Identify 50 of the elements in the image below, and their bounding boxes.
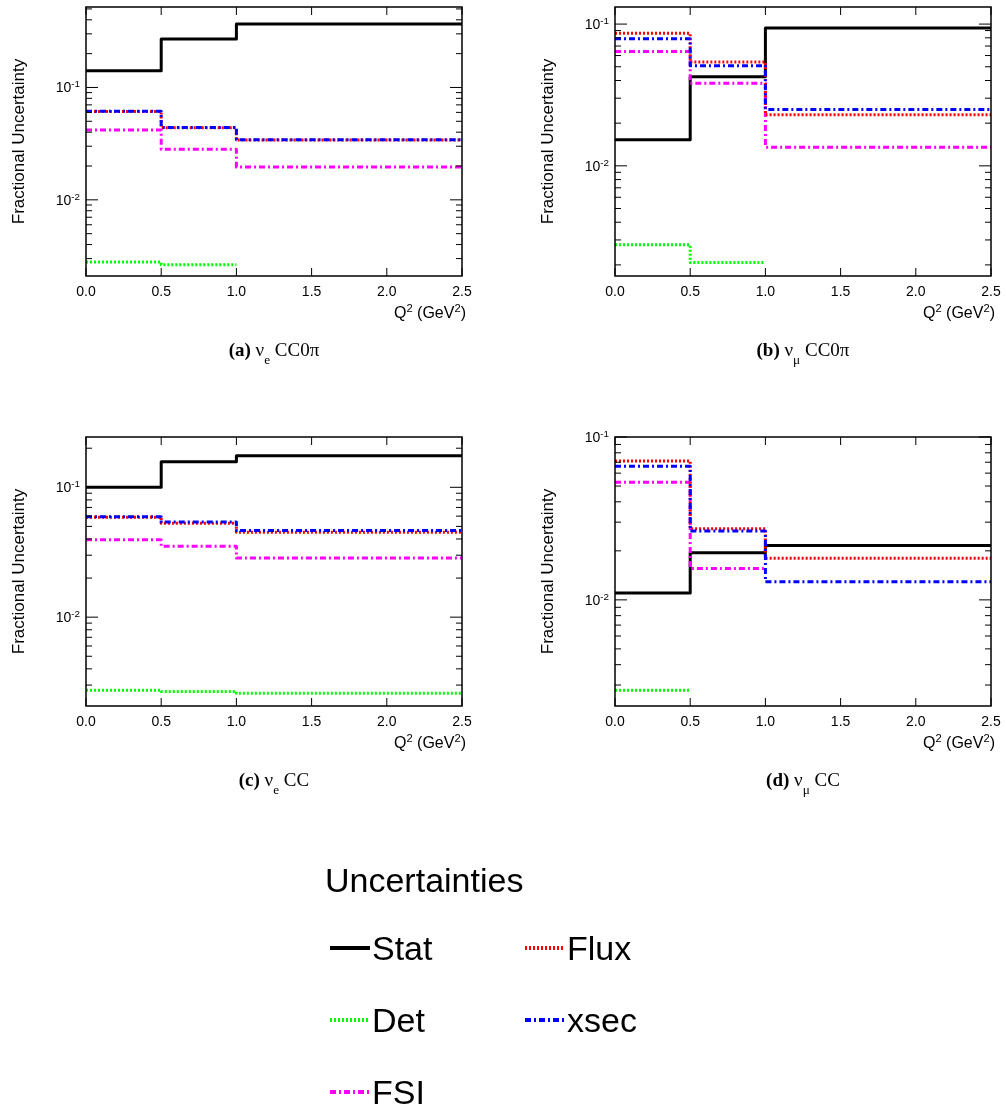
x-tick-label: 0.5 bbox=[680, 713, 701, 729]
x-tick-label: 2.0 bbox=[906, 283, 926, 299]
x-tick-label: 0.0 bbox=[605, 283, 625, 299]
legend-label: Flux bbox=[567, 929, 632, 967]
x-tick-label: 1.5 bbox=[830, 713, 851, 729]
y-tick-label: 10$^{-1}$ bbox=[55, 77, 80, 96]
y-tick-label: 10$^{-1}$ bbox=[584, 427, 609, 445]
x-tick-label: 0.5 bbox=[151, 713, 172, 729]
y-tick-label: 10$^{-1}$ bbox=[55, 477, 80, 496]
y-tick-label: 10$^{-2}$ bbox=[584, 156, 609, 174]
text: (d) ν$_{μ}$ CC bbox=[766, 769, 840, 797]
x-tick-label: 1.5 bbox=[830, 283, 851, 299]
y-axis-title: Fractional Uncertainty bbox=[538, 58, 557, 225]
text: (a) ν$_{e}$ CC0π bbox=[228, 339, 320, 367]
y-tick-label: 10$^{-2}$ bbox=[584, 590, 609, 608]
y-axis-title: Fractional Uncertainty bbox=[9, 488, 28, 655]
x-tick-label: 2.5 bbox=[981, 713, 1001, 729]
legend-label: Stat bbox=[372, 929, 434, 967]
y-tick-label: 10$^{-2}$ bbox=[55, 607, 80, 626]
legend-label: Det bbox=[372, 1001, 426, 1039]
x-tick-label: 1.0 bbox=[755, 713, 776, 729]
x-tick-label: 1.0 bbox=[226, 713, 247, 729]
y-tick-label: 10$^{-1}$ bbox=[584, 14, 609, 33]
x-axis-title: Q$^{2}$ (GeV$^{2}$) bbox=[393, 732, 466, 751]
x-tick-label: 1.0 bbox=[226, 283, 247, 299]
legend-label: xsec bbox=[567, 1001, 637, 1039]
x-axis-title: Q$^{2}$ (GeV$^{2}$) bbox=[393, 302, 466, 321]
x-tick-label: 0.0 bbox=[605, 713, 625, 729]
x-axis-title: Q$^{2}$ (GeV$^{2}$) bbox=[922, 302, 995, 321]
x-tick-label: 0.5 bbox=[680, 283, 701, 299]
x-tick-label: 2.5 bbox=[452, 713, 472, 729]
y-tick-label: 10$^{-2}$ bbox=[55, 190, 80, 208]
legend-title: Uncertainties bbox=[325, 861, 524, 899]
x-tick-label: 2.0 bbox=[377, 713, 397, 729]
text: (c) ν$_{e}$ CC bbox=[238, 769, 310, 797]
x-tick-label: 1.5 bbox=[301, 283, 322, 299]
x-axis-title: Q$^{2}$ (GeV$^{2}$) bbox=[922, 732, 995, 751]
x-tick-label: 0.0 bbox=[76, 283, 96, 299]
x-tick-label: 2.5 bbox=[452, 283, 472, 299]
x-tick-label: 1.0 bbox=[755, 283, 776, 299]
text: (b) ν$_{μ}$ CC0π bbox=[756, 339, 850, 367]
x-tick-label: 1.5 bbox=[301, 713, 322, 729]
x-tick-label: 2.0 bbox=[906, 713, 926, 729]
x-tick-label: 0.0 bbox=[76, 713, 96, 729]
y-axis-title: Fractional Uncertainty bbox=[538, 488, 557, 655]
x-tick-label: 0.5 bbox=[151, 283, 172, 299]
legend-label: FSI bbox=[372, 1073, 425, 1111]
x-tick-label: 2.0 bbox=[377, 283, 397, 299]
x-tick-label: 2.5 bbox=[981, 283, 1001, 299]
y-axis-title: Fractional Uncertainty bbox=[9, 58, 28, 225]
